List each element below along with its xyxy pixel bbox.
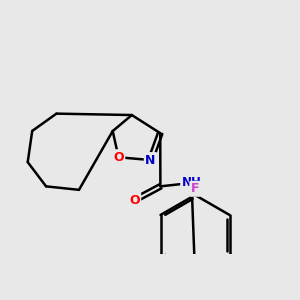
Text: NH: NH [182, 176, 202, 189]
Text: F: F [191, 182, 199, 195]
Text: O: O [113, 151, 124, 164]
Text: O: O [129, 194, 140, 207]
Text: N: N [145, 154, 156, 166]
